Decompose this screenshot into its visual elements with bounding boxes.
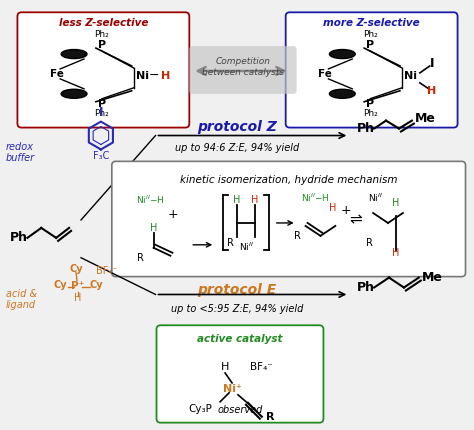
Text: H: H bbox=[392, 248, 400, 258]
Text: Ph₂: Ph₂ bbox=[363, 30, 377, 39]
Text: R: R bbox=[294, 231, 301, 241]
Text: Cy₃P: Cy₃P bbox=[188, 404, 212, 414]
Text: H: H bbox=[150, 223, 157, 233]
Text: Cy: Cy bbox=[89, 280, 103, 289]
Text: H: H bbox=[427, 86, 437, 96]
Text: Me: Me bbox=[422, 271, 443, 284]
Text: Fe: Fe bbox=[50, 69, 64, 79]
Text: protocol E: protocol E bbox=[197, 283, 277, 297]
Text: observed: observed bbox=[217, 405, 263, 415]
Text: up to <5:95 Z:E, 94% yield: up to <5:95 Z:E, 94% yield bbox=[171, 304, 303, 314]
FancyBboxPatch shape bbox=[156, 325, 323, 423]
Text: protocol Z: protocol Z bbox=[197, 120, 277, 134]
Text: −: − bbox=[148, 69, 159, 83]
Text: H: H bbox=[233, 195, 241, 205]
Text: P: P bbox=[366, 40, 374, 50]
Text: H: H bbox=[74, 293, 82, 304]
Text: P⁺: P⁺ bbox=[72, 280, 84, 291]
Text: BF₄⁻: BF₄⁻ bbox=[250, 362, 273, 372]
Text: F₃C: F₃C bbox=[93, 151, 109, 161]
Text: H: H bbox=[221, 362, 229, 372]
Text: BF₄⁻: BF₄⁻ bbox=[96, 266, 117, 276]
Text: Fe: Fe bbox=[319, 69, 332, 79]
Text: H: H bbox=[251, 195, 259, 205]
Text: Ph: Ph bbox=[357, 281, 375, 294]
Text: I: I bbox=[99, 106, 103, 119]
Text: active catalyst: active catalyst bbox=[197, 334, 283, 344]
Text: R: R bbox=[227, 238, 234, 248]
FancyBboxPatch shape bbox=[286, 12, 457, 128]
Text: R: R bbox=[266, 412, 274, 422]
Text: Ni$^{II}$: Ni$^{II}$ bbox=[368, 192, 383, 204]
Text: Ph: Ph bbox=[357, 122, 375, 135]
Text: acid &
ligand: acid & ligand bbox=[6, 289, 36, 310]
Ellipse shape bbox=[61, 49, 87, 58]
Text: H: H bbox=[162, 71, 171, 81]
Text: Ni$^{II}$−H: Ni$^{II}$−H bbox=[301, 192, 329, 204]
Ellipse shape bbox=[329, 89, 355, 98]
Ellipse shape bbox=[61, 89, 87, 98]
Text: Ni⁺: Ni⁺ bbox=[223, 384, 241, 394]
Text: Competition
between catalysts: Competition between catalysts bbox=[202, 57, 284, 77]
Text: H: H bbox=[328, 203, 336, 213]
Ellipse shape bbox=[329, 49, 355, 58]
Text: up to 94:6 Z:E, 94% yield: up to 94:6 Z:E, 94% yield bbox=[175, 144, 299, 154]
Text: Cy: Cy bbox=[54, 280, 67, 289]
Text: Ph₂: Ph₂ bbox=[363, 109, 377, 118]
FancyBboxPatch shape bbox=[112, 161, 465, 276]
FancyBboxPatch shape bbox=[18, 12, 189, 128]
Text: ⇌: ⇌ bbox=[349, 212, 362, 227]
Text: redox
buffer: redox buffer bbox=[6, 141, 35, 163]
Text: I: I bbox=[429, 58, 434, 71]
Text: Cy: Cy bbox=[69, 264, 83, 273]
Text: P: P bbox=[366, 99, 374, 109]
Text: Ph₂: Ph₂ bbox=[94, 109, 109, 118]
Text: +: + bbox=[341, 203, 352, 217]
Text: H: H bbox=[392, 198, 400, 208]
Text: more Z-selective: more Z-selective bbox=[323, 18, 420, 28]
Text: less Z-selective: less Z-selective bbox=[59, 18, 148, 28]
Text: +: + bbox=[168, 208, 179, 221]
FancyBboxPatch shape bbox=[189, 46, 297, 94]
Text: Me: Me bbox=[415, 112, 436, 125]
Text: Ni$^{II}$: Ni$^{II}$ bbox=[238, 241, 254, 253]
Text: P: P bbox=[98, 40, 106, 50]
Text: P: P bbox=[98, 99, 106, 109]
Text: kinetic isomerization, hydride mechanism: kinetic isomerization, hydride mechanism bbox=[180, 175, 397, 185]
Text: R: R bbox=[137, 253, 144, 263]
Text: Ni: Ni bbox=[136, 71, 149, 81]
Text: R: R bbox=[366, 238, 373, 248]
Text: Ni$^{II}$−H: Ni$^{II}$−H bbox=[136, 194, 164, 206]
Text: Ph₂: Ph₂ bbox=[94, 30, 109, 39]
Text: Ni: Ni bbox=[404, 71, 417, 81]
Text: Ph: Ph bbox=[9, 231, 27, 244]
